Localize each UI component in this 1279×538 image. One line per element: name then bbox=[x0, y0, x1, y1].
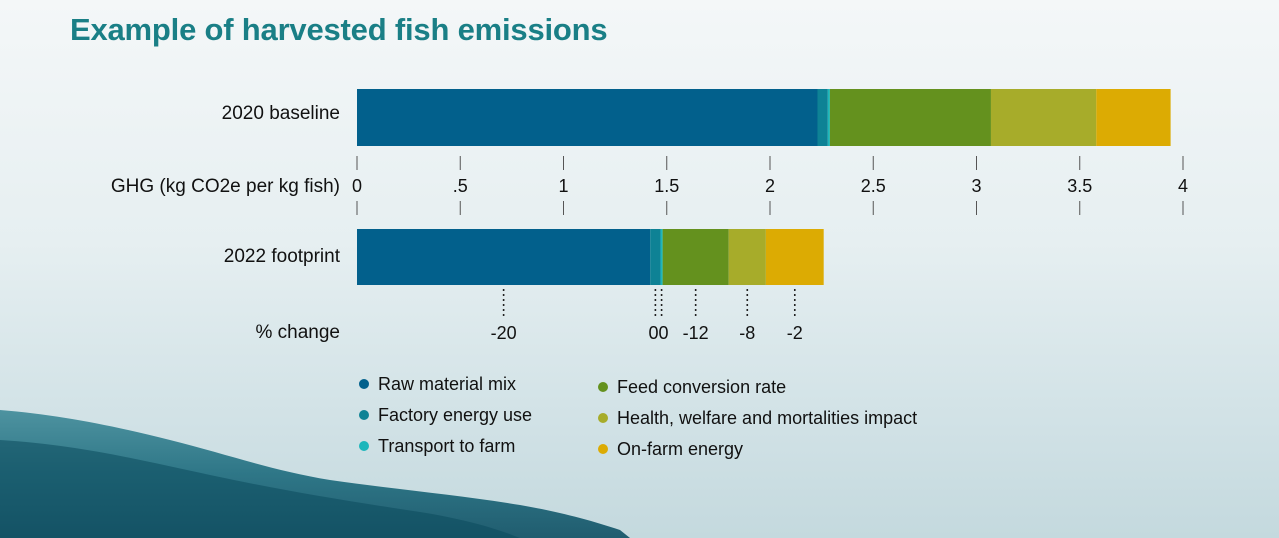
axis-label: GHG (kg CO2e per kg fish) bbox=[110, 176, 340, 197]
change-label: -8 bbox=[739, 323, 755, 343]
tick-label: 4 bbox=[1178, 176, 1188, 196]
row-label-2020: 2020 baseline bbox=[221, 103, 340, 124]
legend-swatch bbox=[359, 410, 369, 420]
bar-segment-2022-2 bbox=[660, 229, 663, 285]
tick-label: 3 bbox=[971, 176, 981, 196]
change-label: -12 bbox=[683, 323, 709, 343]
legend-label: Raw material mix bbox=[378, 374, 517, 394]
bar-segment-2020-5 bbox=[1096, 89, 1171, 146]
tick-label: .5 bbox=[453, 176, 468, 196]
legend-label: Factory energy use bbox=[378, 405, 533, 425]
chart-title: Example of harvested fish emissions bbox=[70, 12, 608, 47]
tick-label: 2 bbox=[765, 176, 775, 196]
legend-label: On-farm energy bbox=[617, 439, 744, 459]
tick-label: 1.5 bbox=[654, 176, 679, 196]
bar-segment-2020-2 bbox=[827, 89, 830, 146]
bar-segment-2020-3 bbox=[829, 89, 991, 146]
bar-segment-2022-5 bbox=[765, 229, 824, 285]
legend-swatch bbox=[359, 441, 369, 451]
bar-segment-2020-0 bbox=[357, 89, 818, 146]
row-label-2022: 2022 footprint bbox=[223, 246, 340, 267]
legend-swatch bbox=[598, 444, 608, 454]
change-row-label: % change bbox=[255, 322, 340, 343]
change-label: -2 bbox=[787, 323, 803, 343]
bar-segment-2022-3 bbox=[662, 229, 729, 285]
tick-label: 1 bbox=[558, 176, 568, 196]
bar-segment-2022-4 bbox=[728, 229, 766, 285]
bar-segment-2022-0 bbox=[357, 229, 651, 285]
tick-label: 0 bbox=[352, 176, 362, 196]
legend-label: Feed conversion rate bbox=[617, 377, 787, 397]
bar-segment-2020-4 bbox=[990, 89, 1097, 146]
legend-label: Transport to farm bbox=[378, 436, 516, 456]
legend-swatch bbox=[598, 382, 608, 392]
bar-segment-2020-1 bbox=[817, 89, 828, 146]
change-label: 00 bbox=[648, 323, 668, 343]
legend-swatch bbox=[359, 379, 369, 389]
legend-swatch bbox=[598, 413, 608, 423]
tick-label: 3.5 bbox=[1067, 176, 1092, 196]
change-label: -20 bbox=[491, 323, 517, 343]
bar-segment-2022-1 bbox=[650, 229, 661, 285]
legend-label: Health, welfare and mortalities impact bbox=[617, 408, 918, 428]
tick-label: 2.5 bbox=[861, 176, 886, 196]
